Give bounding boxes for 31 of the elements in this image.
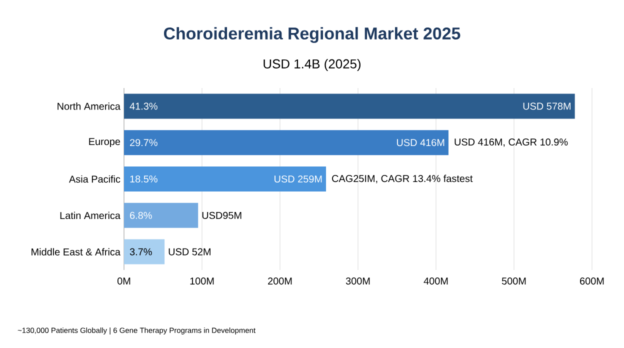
annotation: 18.5% [130, 175, 158, 183]
bar [124, 166, 326, 192]
annotation: 41.3% [130, 102, 158, 110]
y-tick-label: Europe [89, 138, 120, 148]
annotation: USD 416M, CAGR 10.9% [454, 138, 568, 147]
x-tick-label: 200M [268, 278, 292, 285]
annotation: 3.7% [130, 248, 152, 256]
chart-subtitle: USD 1.4B (2025) [264, 58, 360, 72]
annotation: 6.8% [130, 212, 152, 219]
y-tick-label: North America [58, 102, 120, 110]
y-tick-label: Middle East & Africa [32, 248, 120, 256]
y-tick-label: Asia Pacific [69, 175, 120, 183]
annotation: CAG25IM, CAGR 13.4% fastest [332, 174, 473, 184]
chart-title: Choroideremia Regional Market 2025 [164, 27, 460, 43]
x-tick-label: 500M [502, 278, 526, 285]
bar [124, 202, 198, 228]
data-label: USD 259M [274, 175, 322, 183]
bar [124, 239, 165, 264]
y-tick-label: Latin America [60, 212, 120, 220]
bar [124, 130, 448, 156]
data-label: USD95M [202, 212, 242, 219]
x-tick-label: 400M [424, 278, 448, 285]
data-label: USD 416M [397, 139, 444, 146]
x-tick-label: 300M [346, 278, 370, 285]
data-label: USD 52M [168, 248, 210, 256]
bar [124, 94, 575, 119]
x-tick-label: 600M [580, 278, 604, 285]
data-label: USD 578M [523, 102, 570, 110]
annotation: 29.7% [130, 139, 158, 146]
x-tick-label: 100M [190, 278, 214, 285]
x-tick-label: 0M [117, 278, 130, 285]
